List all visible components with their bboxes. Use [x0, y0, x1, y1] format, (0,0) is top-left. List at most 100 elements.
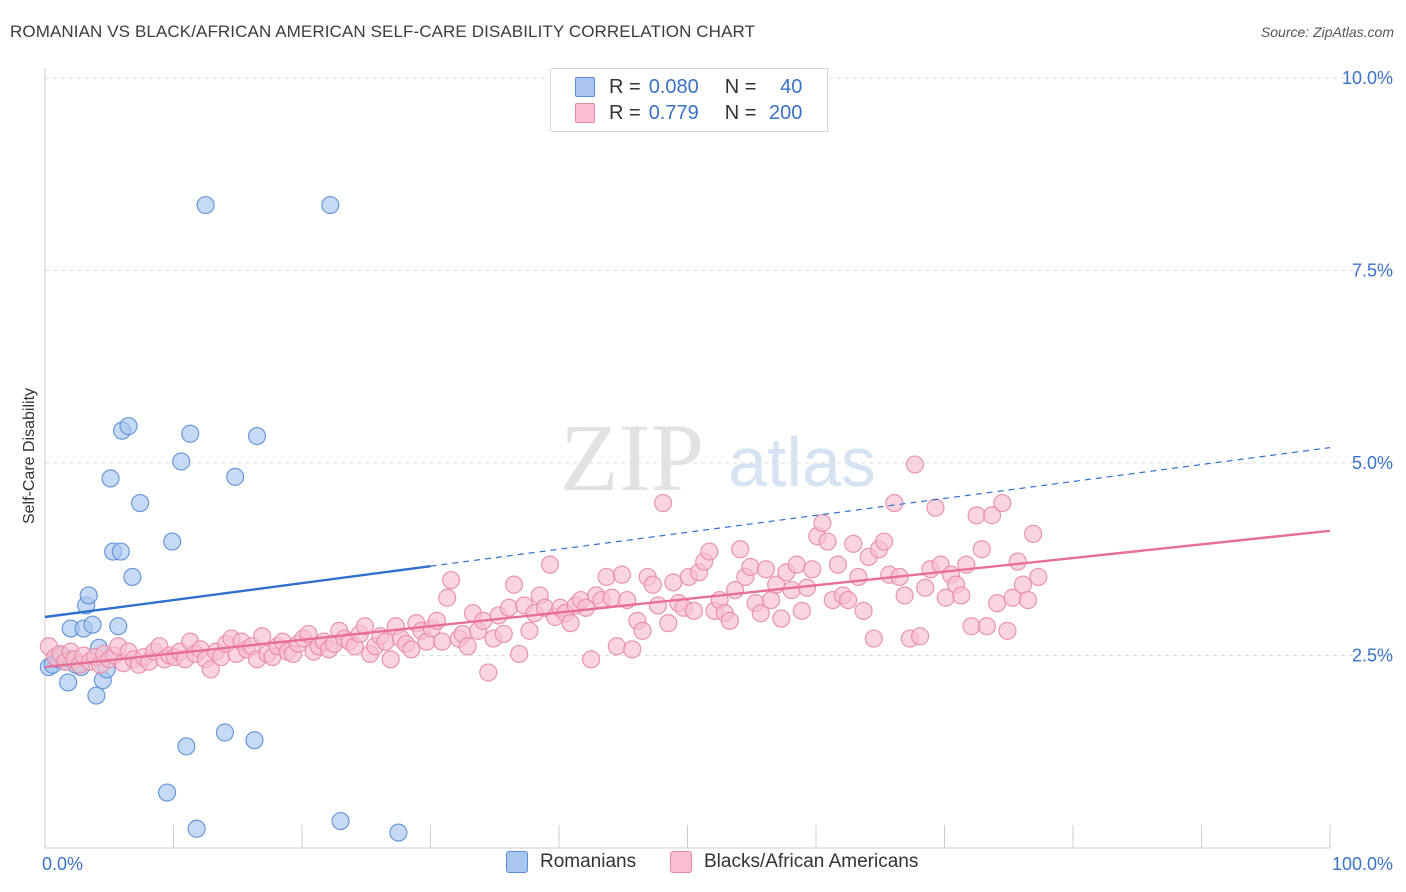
point-blacks [381, 650, 400, 669]
watermark-zip: ZIP [560, 404, 704, 511]
point-blacks [597, 567, 616, 587]
point-blacks [633, 621, 652, 640]
x-tick-label: 100.0% [1332, 854, 1393, 874]
point-blacks [967, 506, 986, 525]
point-blacks [201, 660, 220, 679]
point-romanians [187, 819, 206, 838]
legend-swatch-blacks [575, 103, 595, 123]
point-blacks [792, 601, 811, 620]
point-romanians [59, 673, 78, 692]
watermark: ZIP atlas [560, 404, 876, 511]
bottom-legend-blacks[interactable]: Blacks/African Americans [670, 851, 918, 873]
bottom-legend-romanians[interactable]: Romanians [506, 851, 636, 873]
legend-r-value: 0.779 [648, 101, 699, 124]
point-blacks [803, 560, 822, 579]
point-blacks [432, 632, 452, 651]
point-blacks [499, 598, 518, 617]
point-blacks [787, 555, 806, 574]
legend-row-blacks: R = 0.779 N = 200 [575, 101, 802, 125]
point-romanians [87, 686, 106, 705]
trend-extension-romanians [430, 447, 1331, 567]
point-blacks [972, 540, 991, 559]
point-blacks [700, 542, 719, 561]
axes [44, 68, 1331, 849]
data-points [39, 195, 1048, 842]
point-blacks [643, 575, 662, 594]
point-blacks [494, 624, 513, 644]
point-romanians [177, 737, 196, 756]
point-blacks [854, 601, 873, 620]
point-romanians [181, 424, 200, 443]
point-blacks [684, 601, 704, 620]
point-blacks [864, 629, 883, 648]
point-romanians [163, 532, 182, 551]
point-blacks [751, 604, 770, 623]
point-blacks [479, 663, 498, 682]
point-blacks [659, 614, 678, 633]
source-label: Source: ZipAtlas.com [1260, 24, 1394, 40]
point-romanians [172, 452, 191, 471]
point-romanians [83, 615, 102, 634]
point-blacks [772, 609, 791, 628]
point-romanians [79, 586, 98, 605]
point-blacks [520, 621, 539, 640]
point-blacks [458, 637, 477, 656]
point-romanians [226, 467, 245, 486]
y-tick-label: 7.5% [1352, 261, 1393, 281]
point-romanians [123, 567, 142, 587]
legend-n-value: 200 [769, 101, 803, 124]
point-blacks [818, 532, 837, 551]
point-blacks [839, 590, 858, 610]
point-romanians [196, 195, 215, 215]
legend-n-label: N = [724, 101, 757, 124]
legend-n-value: 40 [780, 75, 803, 98]
legend-r-value: 0.080 [648, 75, 699, 98]
point-blacks [1029, 567, 1048, 587]
y-axis-title: Self-Care Disability [21, 388, 38, 524]
legend-r-label: R = [609, 75, 641, 98]
y-tick-label: 5.0% [1352, 453, 1393, 473]
point-blacks [1008, 552, 1027, 571]
point-blacks [910, 627, 930, 646]
point-blacks [540, 555, 560, 574]
legend: R = 0.080 N = 40 R = 0.779 N = 200 [550, 68, 828, 132]
y-tick-label: 10.0% [1342, 68, 1393, 88]
point-blacks [612, 565, 632, 584]
point-blacks [561, 614, 580, 633]
point-blacks [402, 640, 421, 659]
legend-row-romanians: R = 0.080 N = 40 [575, 75, 802, 99]
point-blacks [761, 590, 781, 610]
point-blacks [376, 632, 395, 651]
point-blacks [731, 540, 750, 559]
legend-swatch-romanians [575, 77, 595, 97]
point-romanians [245, 731, 264, 750]
point-blacks [885, 493, 904, 513]
point-romanians [247, 426, 267, 446]
point-romanians [109, 617, 128, 636]
legend-r-label: R = [609, 101, 641, 124]
trend-line-blacks [44, 529, 1331, 669]
point-romanians [321, 195, 340, 215]
point-blacks [607, 637, 626, 656]
point-romanians [215, 723, 234, 742]
point-blacks [828, 555, 847, 574]
chart-title: ROMANIAN VS BLACK/AFRICAN AMERICAN SELF-… [10, 22, 756, 41]
point-blacks [1024, 524, 1043, 543]
trend-line-romanians [44, 564, 431, 619]
point-romanians [130, 493, 150, 513]
trend-lines [44, 447, 1331, 669]
point-blacks [355, 617, 375, 636]
point-blacks [582, 650, 601, 669]
bottom-legend-label-romanians: Romanians [540, 851, 637, 872]
point-blacks [648, 596, 668, 615]
point-blacks [998, 621, 1017, 640]
point-blacks [844, 534, 863, 553]
tick-labels: 2.5% 5.0% 7.5% 10.0% 0.0% 100.0% [42, 68, 1393, 874]
bottom-legend-swatch-romanians [506, 851, 528, 873]
point-blacks [438, 588, 457, 607]
point-blacks [977, 617, 997, 636]
point-blacks [993, 493, 1012, 513]
legend-n-label: N = [724, 75, 757, 98]
y-tick-label: 2.5% [1352, 646, 1393, 666]
